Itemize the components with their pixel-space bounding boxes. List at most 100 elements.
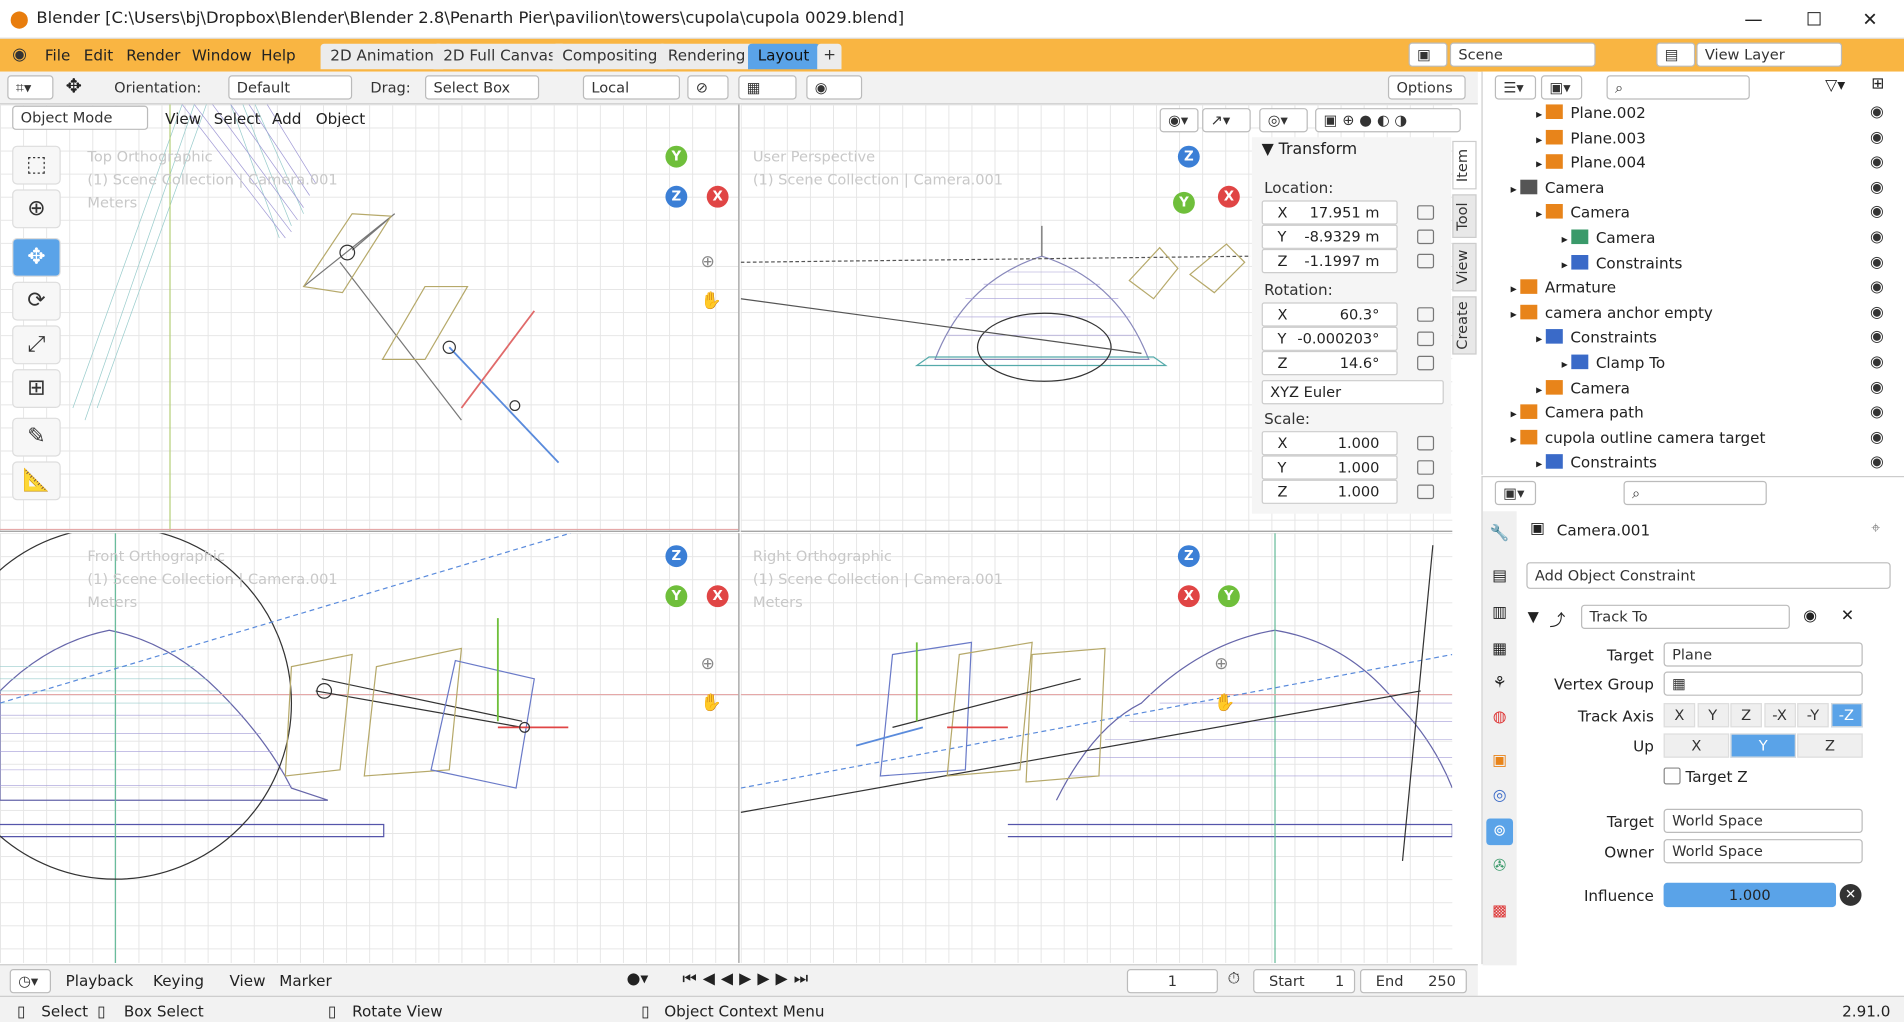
outliner-row[interactable]: ▸ Constraints bbox=[1562, 253, 1683, 277]
mode-select[interactable]: Object Mode bbox=[12, 105, 149, 130]
tab-tool[interactable]: Tool bbox=[1452, 194, 1477, 239]
transform-icon[interactable]: ✥ bbox=[65, 74, 82, 98]
target-z-checkbox[interactable] bbox=[1663, 767, 1681, 785]
outliner-row[interactable]: ▸ Armature bbox=[1511, 278, 1617, 302]
pan-hand-icon[interactable]: ✋ bbox=[700, 291, 722, 311]
view-layer-field[interactable]: View Layer bbox=[1696, 42, 1843, 67]
options-button[interactable]: Options bbox=[1387, 75, 1466, 100]
menu-file[interactable]: File bbox=[44, 46, 71, 65]
rotation-x-field[interactable]: X 60.3° bbox=[1261, 302, 1398, 327]
eye-icon[interactable]: ◉ bbox=[1870, 428, 1884, 447]
zoom-icon[interactable]: ⊕ bbox=[1214, 654, 1229, 674]
menu-view[interactable]: View bbox=[165, 109, 202, 128]
expand-arrow-icon[interactable]: ▸ bbox=[1510, 433, 1521, 447]
rotate-tool-icon[interactable]: ⟳ bbox=[12, 281, 61, 321]
stopwatch-icon[interactable]: ⏱ bbox=[1227, 970, 1240, 989]
menu-edit[interactable]: Edit bbox=[83, 46, 114, 65]
outliner-row[interactable]: ▸ Clamp To bbox=[1562, 353, 1666, 377]
expand-arrow-icon[interactable]: ▸ bbox=[1510, 183, 1521, 197]
menu-window[interactable]: Window bbox=[191, 46, 252, 65]
tab-2d-animation[interactable]: 2D Animation bbox=[320, 43, 444, 70]
zoom-icon[interactable]: ⊕ bbox=[700, 654, 715, 674]
add-workspace-button[interactable]: + bbox=[817, 43, 843, 70]
gizmo-y-icon[interactable]: Y bbox=[665, 145, 688, 168]
menu-object[interactable]: Object bbox=[315, 109, 366, 128]
pan-hand-icon[interactable]: ✋ bbox=[1214, 693, 1236, 713]
gizmo-z-icon[interactable]: Z bbox=[1177, 545, 1200, 568]
tab-layout[interactable]: Layout bbox=[748, 43, 820, 70]
eye-icon[interactable]: ◉ bbox=[1870, 178, 1884, 197]
eye-icon[interactable]: ◉ bbox=[1870, 278, 1884, 297]
eye-icon[interactable]: ◉ bbox=[1870, 253, 1884, 272]
current-frame-field[interactable]: 1 bbox=[1126, 969, 1218, 994]
track-axis-button[interactable]: -X bbox=[1763, 703, 1796, 728]
outliner-row[interactable]: ▸ cupola outline camera target bbox=[1511, 428, 1766, 452]
scale-z-field[interactable]: Z 1.000 bbox=[1261, 479, 1398, 504]
expand-arrow-icon[interactable]: ▸ bbox=[1536, 333, 1547, 347]
pin-icon[interactable]: ⌖ bbox=[1871, 519, 1881, 538]
tab-compositing[interactable]: Compositing bbox=[552, 43, 668, 70]
expand-arrow-icon[interactable]: ▸ bbox=[1561, 233, 1572, 247]
tab-create[interactable]: Create bbox=[1452, 296, 1477, 355]
scale-tool-icon[interactable]: ⤢ bbox=[12, 325, 61, 365]
tool-properties-icon[interactable]: 🔧 bbox=[1489, 524, 1510, 543]
gizmo-toggle-icon[interactable]: ↗▾ bbox=[1202, 108, 1251, 133]
owner-space-select[interactable]: World Space bbox=[1663, 839, 1863, 864]
expand-arrow-icon[interactable]: ▸ bbox=[1561, 358, 1572, 372]
lock-icon[interactable] bbox=[1417, 331, 1435, 347]
transform-tool-icon[interactable]: ⊞ bbox=[12, 369, 61, 409]
panel-collapse-icon[interactable]: ▼ bbox=[1261, 140, 1274, 160]
outliner-editor-type-icon[interactable]: ☰▾ bbox=[1494, 75, 1537, 100]
display-mode-icon[interactable]: ▣▾ bbox=[1540, 75, 1583, 100]
up-axis-button[interactable]: X bbox=[1663, 733, 1730, 758]
tab-2d-full-canvas[interactable]: 2D Full Canvas bbox=[433, 43, 566, 70]
disable-keep-transform-icon[interactable]: ✕ bbox=[1839, 884, 1862, 906]
track-axis-button[interactable]: Y bbox=[1696, 703, 1729, 728]
expand-arrow-icon[interactable]: ▸ bbox=[1536, 383, 1547, 397]
tab-view[interactable]: View bbox=[1452, 242, 1477, 292]
gizmo-y-icon[interactable]: Y bbox=[1217, 585, 1240, 608]
eye-icon[interactable]: ◉ bbox=[1870, 403, 1884, 422]
location-x-field[interactable]: X 17.951 m bbox=[1261, 200, 1398, 225]
zoom-icon[interactable]: ⊕ bbox=[700, 252, 715, 273]
gizmo-x-icon[interactable]: X bbox=[1177, 585, 1200, 608]
viewport-top[interactable]: Top Orthographic (1) Scene Collection | … bbox=[0, 104, 740, 532]
outliner-row[interactable]: ▸ Constraints bbox=[1536, 328, 1657, 352]
close-button[interactable]: ✕ bbox=[1862, 8, 1878, 31]
eye-icon[interactable]: ◉ bbox=[1870, 353, 1884, 372]
select-box-tool-icon[interactable]: ⬚ bbox=[12, 145, 61, 185]
drag-select[interactable]: Select Box bbox=[425, 75, 540, 100]
gizmo-z-icon[interactable]: Z bbox=[665, 185, 688, 208]
object-properties-icon[interactable]: ▣ bbox=[1492, 751, 1508, 770]
tab-rendering[interactable]: Rendering bbox=[658, 43, 756, 70]
influence-slider[interactable]: 1.000 bbox=[1663, 882, 1837, 908]
world-properties-icon[interactable]: ◍ bbox=[1492, 707, 1507, 727]
outliner-row[interactable]: ▸ Plane.004 bbox=[1536, 153, 1646, 177]
outliner-row[interactable]: ▸ Camera bbox=[1536, 203, 1630, 227]
panel-title[interactable]: Transform bbox=[1278, 140, 1358, 160]
scene-field[interactable]: Scene bbox=[1449, 42, 1596, 67]
pan-hand-icon[interactable]: ✋ bbox=[700, 693, 722, 713]
lock-icon[interactable] bbox=[1417, 460, 1435, 475]
view-layer-icon[interactable]: ▤ bbox=[1656, 42, 1696, 67]
eye-icon[interactable]: ◉ bbox=[1870, 328, 1884, 347]
expand-arrow-icon[interactable]: ▸ bbox=[1561, 258, 1572, 272]
remove-constraint-icon[interactable]: ✕ bbox=[1840, 607, 1855, 626]
outliner-row[interactable]: ▸ Camera path bbox=[1511, 403, 1644, 427]
vertex-group-field[interactable]: ▦ bbox=[1663, 671, 1863, 696]
eye-icon[interactable]: ◉ bbox=[1870, 153, 1884, 172]
start-frame-field[interactable]: Start 1 bbox=[1253, 969, 1356, 994]
record-icon[interactable]: ●▾ bbox=[626, 970, 649, 989]
marker-menu[interactable]: Marker bbox=[279, 971, 332, 990]
outliner-row[interactable]: ▸ Camera bbox=[1511, 178, 1605, 202]
lock-icon[interactable] bbox=[1417, 435, 1435, 451]
outliner-row[interactable]: ▸ Plane.003 bbox=[1536, 128, 1646, 152]
lock-icon[interactable] bbox=[1417, 355, 1435, 371]
playback-controls-icons[interactable]: ⏮◀◀▶▶▶⏭ bbox=[682, 970, 815, 989]
visibility-icon[interactable]: ◉▾ bbox=[1159, 108, 1199, 133]
eye-icon[interactable]: ◉ bbox=[1870, 453, 1884, 472]
snap-icon[interactable]: ⊘ bbox=[687, 75, 729, 100]
lock-icon[interactable] bbox=[1417, 253, 1435, 269]
lock-icon[interactable] bbox=[1417, 307, 1435, 322]
properties-editor-type-icon[interactable]: ▣▾ bbox=[1494, 480, 1537, 506]
